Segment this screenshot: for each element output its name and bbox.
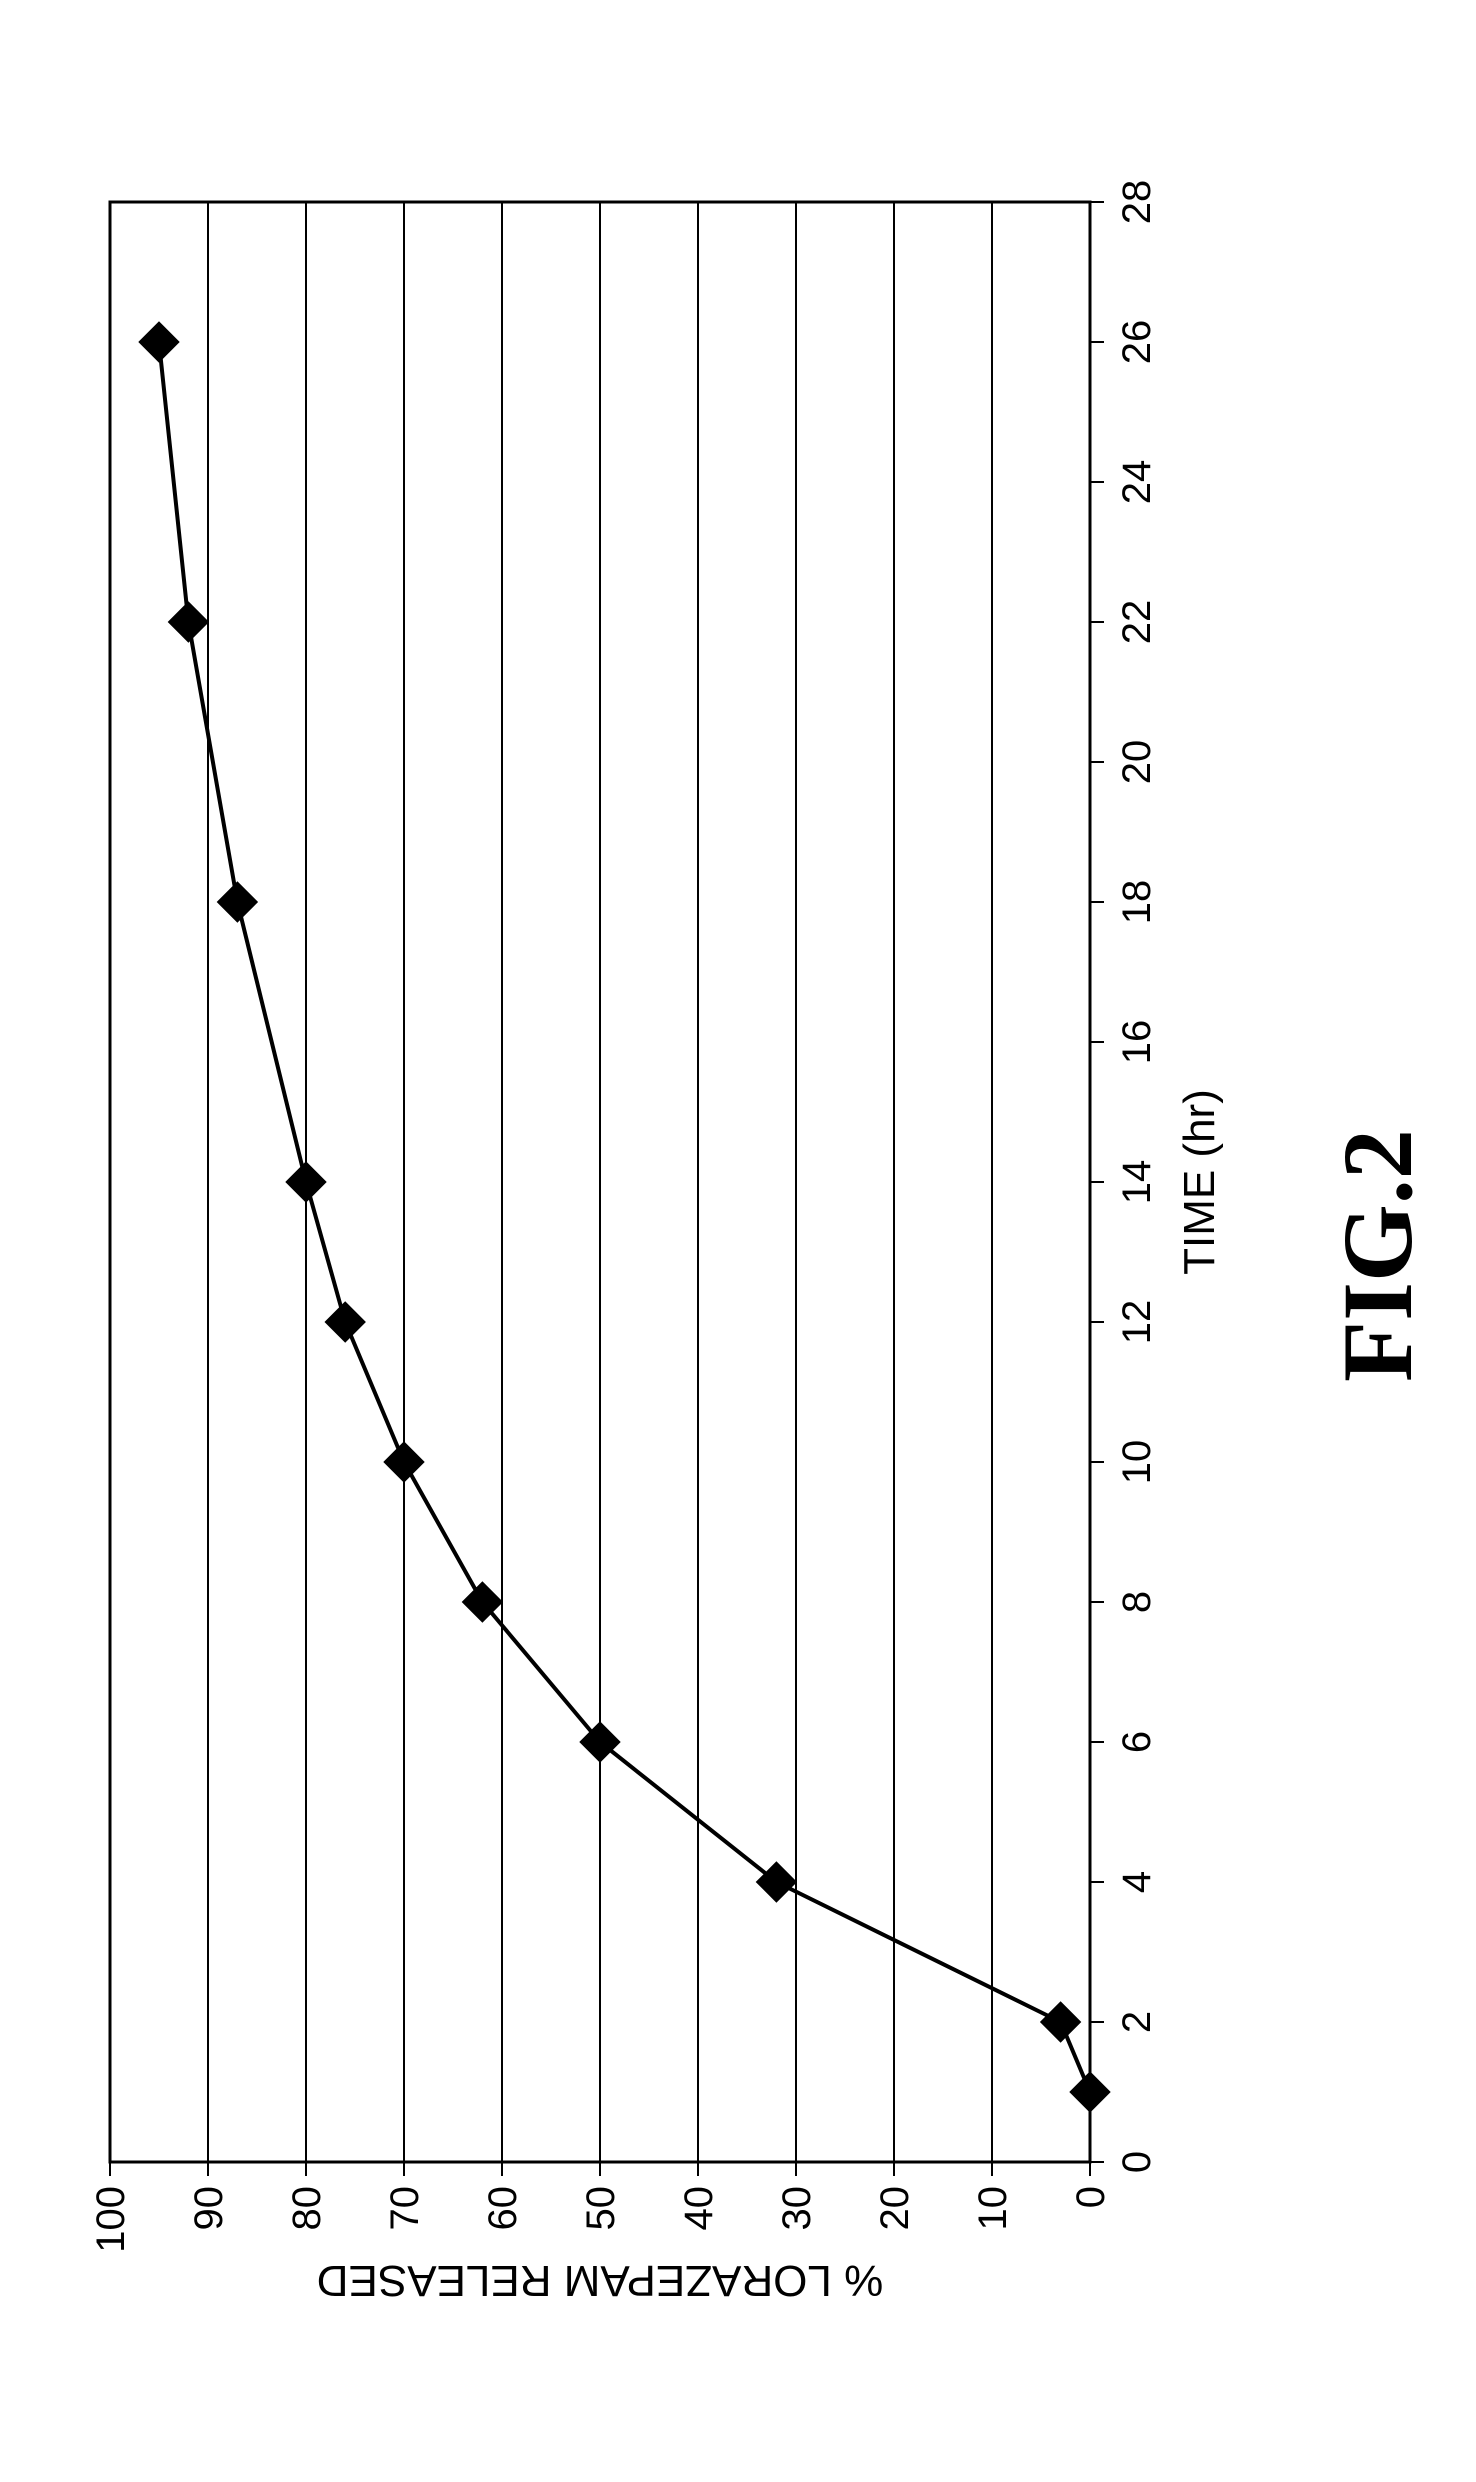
x-tick-label: 8 [1115,1591,1159,1613]
x-tick-label: 2 [1115,2011,1159,2033]
x-tick-label: 6 [1115,1731,1159,1753]
y-tick-label: 70 [383,2186,427,2231]
y-tick-label: 40 [677,2186,721,2231]
x-tick-label: 0 [1115,2151,1159,2173]
y-tick-label: 0 [1069,2186,1113,2208]
x-tick-label: 12 [1115,1300,1159,1345]
x-tick-label: 28 [1115,180,1159,225]
x-tick-label: 4 [1115,1871,1159,1893]
x-tick-label: 24 [1115,460,1159,505]
figure-label: FIG.2 [1320,1129,1435,1382]
x-tick-label: 16 [1115,1020,1159,1065]
y-tick-label: 30 [775,2186,819,2231]
y-tick-label: 80 [285,2186,329,2231]
x-tick-label: 22 [1115,600,1159,645]
y-tick-label: 100 [89,2186,133,2253]
x-tick-label: 26 [1115,320,1159,365]
y-tick-label: 10 [971,2186,1015,2231]
x-axis-label: TIME (hr) [1175,1089,1224,1275]
x-tick-label: 10 [1115,1440,1159,1485]
x-tick-label: 20 [1115,740,1159,785]
y-axis-label: % LORAZEPAM RELEASED [317,2256,883,2305]
x-tick-label: 14 [1115,1160,1159,1205]
y-tick-label: 20 [873,2186,917,2231]
y-tick-label: 50 [579,2186,623,2231]
release-chart: 0246810121416182022242628010203040506070… [0,0,1476,2482]
x-tick-label: 18 [1115,880,1159,925]
y-tick-label: 90 [187,2186,231,2231]
y-tick-label: 60 [481,2186,525,2231]
